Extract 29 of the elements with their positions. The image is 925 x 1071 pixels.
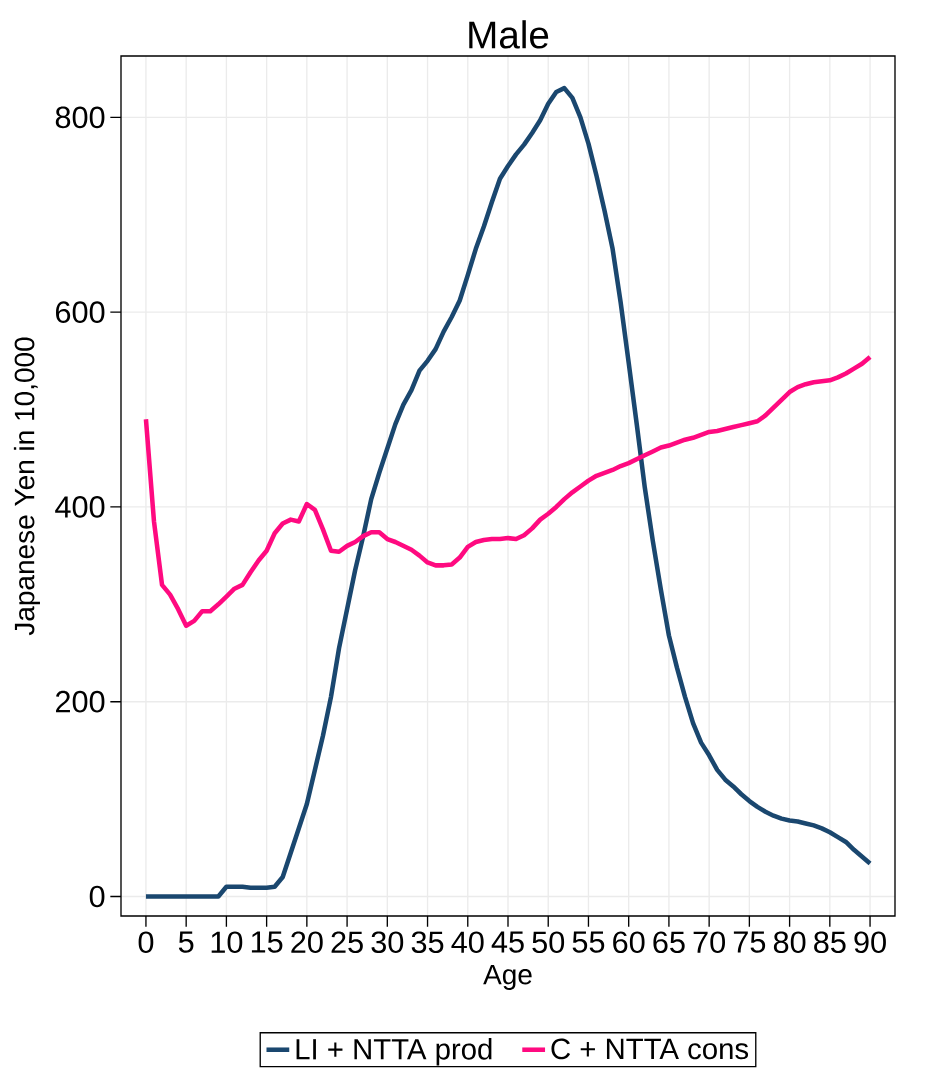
legend-label: C + NTTA cons xyxy=(551,1038,749,1060)
x-axis-title: Age xyxy=(483,964,532,990)
x-tick-label: 80 xyxy=(773,931,806,954)
x-tick-label: 65 xyxy=(653,931,685,954)
y-tick-label: 600 xyxy=(56,301,105,323)
x-tick-label: 35 xyxy=(411,931,444,954)
legend-label: LI + NTTA prod xyxy=(296,1038,492,1066)
x-tick-label: 50 xyxy=(532,931,565,954)
x-tick-label: 5 xyxy=(178,931,194,953)
x-tick-label: 10 xyxy=(211,931,243,954)
x-tick-label: 0 xyxy=(138,931,154,954)
x-tick-label: 20 xyxy=(291,931,323,954)
x-tick-label: 75 xyxy=(733,931,766,953)
x-tick-label: 30 xyxy=(371,931,404,954)
x-tick-label: 55 xyxy=(572,931,605,953)
y-tick-label: 800 xyxy=(55,106,105,129)
x-tick-label: 85 xyxy=(814,931,846,954)
chart-title: Male xyxy=(469,20,549,49)
x-tick-label: 40 xyxy=(451,931,484,954)
x-tick-label: 15 xyxy=(251,931,283,953)
y-tick-label: 0 xyxy=(89,885,105,908)
y-axis-title: Japanese Yen in 10,000 xyxy=(13,337,40,636)
x-tick-label: 25 xyxy=(331,931,363,954)
x-tick-label: 70 xyxy=(693,931,726,954)
x-tick-label: 45 xyxy=(491,931,524,953)
x-tick-label: 90 xyxy=(854,931,886,954)
x-tick-label: 60 xyxy=(613,931,645,954)
y-tick-label: 200 xyxy=(56,690,105,713)
y-tick-label: 400 xyxy=(55,496,105,518)
